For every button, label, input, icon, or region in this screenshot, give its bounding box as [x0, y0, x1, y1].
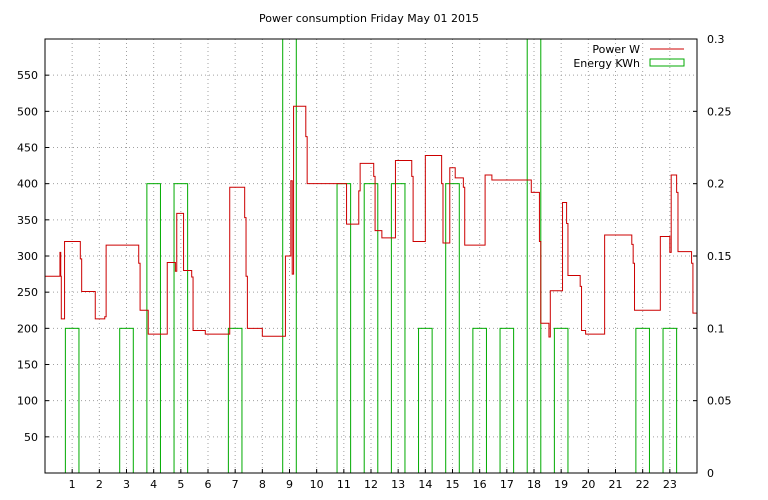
x-tick-label: 11 [337, 478, 351, 491]
y2-tick-label: 0.05 [707, 395, 732, 408]
x-tick-label: 5 [177, 478, 184, 491]
y-tick-label: 150 [17, 359, 38, 372]
legend-power-label: Power W [592, 43, 640, 56]
x-tick-label: 17 [500, 478, 514, 491]
y-tick-label: 200 [17, 322, 38, 335]
y2-tick-label: 0 [707, 467, 714, 480]
legend: Power W Energy KWh [573, 43, 685, 70]
y-tick-label: 500 [17, 105, 38, 118]
legend-energy-swatch [649, 58, 685, 67]
y2-tick-label: 0.2 [707, 178, 725, 191]
y2-tick-label: 0.1 [707, 322, 725, 335]
axis-ticks: 1 2 3 4 5 6 7 8 9 10 11 12 13 14 15 16 17 18 19 20 21 22 23501… [17, 33, 732, 491]
x-tick-label: 16 [473, 478, 487, 491]
x-tick-label: 6 [205, 478, 212, 491]
x-tick-label: 13 [391, 478, 405, 491]
x-tick-label: 18 [527, 478, 541, 491]
y-tick-label: 400 [17, 178, 38, 191]
x-tick-label: 9 [286, 478, 293, 491]
x-tick-label: 21 [609, 478, 623, 491]
x-tick-label: 10 [310, 478, 324, 491]
chart-title: Power consumption Friday May 01 2015 [259, 12, 479, 25]
y-tick-label: 50 [24, 431, 38, 444]
x-tick-label: 2 [96, 478, 103, 491]
y-tick-label: 350 [17, 214, 38, 227]
x-tick-label: 22 [636, 478, 650, 491]
x-tick-label: 23 [663, 478, 677, 491]
y2-tick-label: 0.25 [707, 105, 732, 118]
x-tick-label: 20 [581, 478, 595, 491]
y2-tick-label: 0.3 [707, 33, 725, 46]
y-tick-label: 450 [17, 142, 38, 155]
x-tick-label: 8 [259, 478, 266, 491]
x-tick-label: 3 [123, 478, 130, 491]
y-tick-label: 250 [17, 286, 38, 299]
y-tick-label: 550 [17, 69, 38, 82]
x-tick-label: 14 [418, 478, 432, 491]
y2-tick-label: 0.15 [707, 250, 732, 263]
grid-lines [45, 39, 697, 473]
x-tick-label: 1 [69, 478, 76, 491]
y-tick-label: 300 [17, 250, 38, 263]
legend-energy-label: Energy KWh [573, 57, 640, 70]
x-tick-label: 19 [554, 478, 568, 491]
x-tick-label: 7 [232, 478, 239, 491]
x-tick-label: 12 [364, 478, 378, 491]
y-tick-label: 100 [17, 395, 38, 408]
power-series-line [45, 105, 697, 338]
x-tick-label: 15 [446, 478, 460, 491]
x-tick-label: 4 [150, 478, 157, 491]
